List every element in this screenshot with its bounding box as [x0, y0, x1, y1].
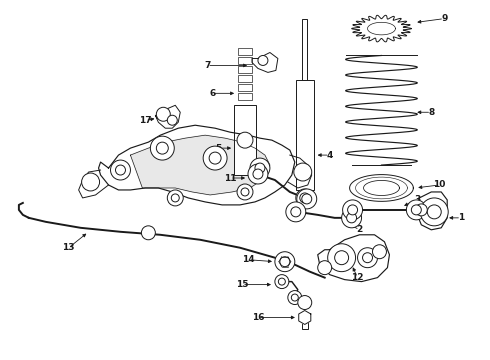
Circle shape [116, 165, 125, 175]
Circle shape [142, 226, 155, 240]
Text: 2: 2 [356, 225, 363, 234]
Circle shape [297, 189, 317, 209]
Circle shape [358, 248, 377, 268]
Circle shape [248, 164, 268, 184]
Circle shape [294, 163, 312, 181]
Text: 7: 7 [204, 61, 210, 70]
Text: 3: 3 [414, 195, 420, 204]
Bar [238, 93, 252, 100]
Circle shape [342, 208, 362, 228]
Circle shape [280, 257, 290, 267]
Circle shape [318, 261, 332, 275]
Circle shape [167, 115, 177, 125]
Polygon shape [78, 170, 108, 198]
Text: 11: 11 [224, 174, 236, 183]
Circle shape [346, 213, 357, 223]
Text: 17: 17 [139, 116, 152, 125]
Bar [302, 318, 308, 329]
Circle shape [406, 200, 426, 220]
Text: 5: 5 [215, 144, 221, 153]
Circle shape [156, 142, 168, 154]
Circle shape [427, 205, 441, 219]
Polygon shape [288, 155, 312, 188]
Circle shape [420, 198, 448, 226]
Circle shape [258, 55, 268, 66]
Circle shape [275, 275, 289, 289]
Circle shape [255, 163, 265, 173]
Circle shape [288, 291, 302, 305]
Circle shape [237, 184, 253, 200]
Text: 6: 6 [209, 89, 215, 98]
Bar [238, 57, 252, 64]
Circle shape [372, 245, 387, 259]
Circle shape [167, 190, 183, 206]
Bar [238, 48, 252, 55]
Polygon shape [155, 105, 180, 128]
Polygon shape [352, 15, 412, 42]
Circle shape [296, 189, 314, 207]
Circle shape [412, 205, 421, 215]
Text: 14: 14 [242, 255, 254, 264]
Polygon shape [318, 235, 390, 282]
Text: 12: 12 [351, 273, 364, 282]
Circle shape [209, 152, 221, 164]
Text: 16: 16 [252, 313, 264, 322]
Bar [238, 66, 252, 73]
Circle shape [300, 193, 310, 203]
Polygon shape [252, 53, 278, 72]
Circle shape [203, 146, 227, 170]
Text: 8: 8 [428, 108, 435, 117]
Bar [296, 80, 314, 190]
Text: 15: 15 [236, 280, 248, 289]
Bar [238, 84, 252, 91]
Polygon shape [299, 310, 311, 324]
Circle shape [291, 207, 301, 217]
Circle shape [292, 294, 298, 301]
Circle shape [278, 278, 285, 285]
Circle shape [275, 252, 295, 272]
Circle shape [172, 194, 179, 202]
Circle shape [156, 107, 171, 121]
Circle shape [237, 132, 253, 148]
Polygon shape [98, 125, 295, 205]
Text: 1: 1 [458, 213, 465, 222]
Bar [238, 75, 252, 82]
Circle shape [286, 202, 306, 222]
Circle shape [302, 194, 312, 204]
Bar [302, 19, 307, 80]
Circle shape [363, 253, 372, 263]
Circle shape [416, 204, 427, 216]
Circle shape [298, 296, 312, 310]
Text: 13: 13 [62, 243, 75, 252]
Circle shape [241, 188, 249, 196]
Circle shape [250, 158, 270, 178]
Polygon shape [130, 135, 270, 195]
Circle shape [328, 244, 356, 272]
Text: 10: 10 [433, 180, 445, 189]
Circle shape [335, 251, 348, 265]
Circle shape [111, 160, 130, 180]
Circle shape [150, 136, 174, 160]
Text: 9: 9 [441, 14, 447, 23]
Circle shape [347, 205, 358, 215]
Circle shape [343, 200, 363, 220]
Bar [234, 105, 256, 175]
Circle shape [253, 169, 263, 179]
Text: 4: 4 [326, 150, 333, 159]
Circle shape [82, 173, 99, 191]
Polygon shape [417, 192, 447, 230]
